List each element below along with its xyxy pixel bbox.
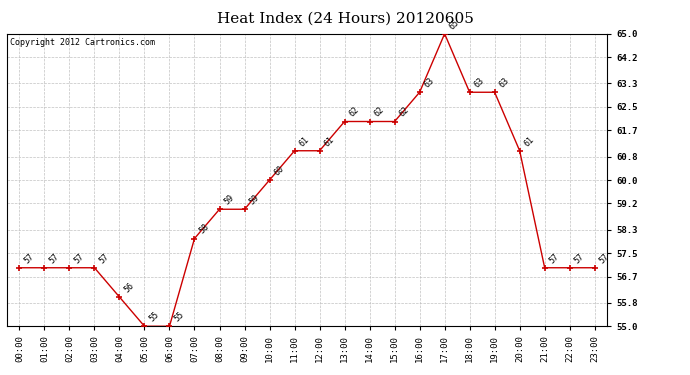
Text: Heat Index (24 Hours) 20120605: Heat Index (24 Hours) 20120605 [217, 11, 473, 25]
Text: 60: 60 [273, 164, 286, 177]
Text: 57: 57 [547, 252, 561, 265]
Text: 62: 62 [397, 105, 411, 119]
Text: Copyright 2012 Cartronics.com: Copyright 2012 Cartronics.com [10, 38, 155, 47]
Text: 61: 61 [522, 135, 536, 148]
Text: 61: 61 [297, 135, 310, 148]
Text: 57: 57 [598, 252, 611, 265]
Text: 63: 63 [422, 76, 436, 90]
Text: 62: 62 [373, 105, 386, 119]
Text: 59: 59 [222, 193, 236, 207]
Text: 65: 65 [447, 18, 461, 31]
Text: 63: 63 [473, 76, 486, 90]
Text: 55: 55 [172, 310, 186, 324]
Text: 59: 59 [247, 193, 261, 207]
Text: 57: 57 [573, 252, 586, 265]
Text: 61: 61 [322, 135, 336, 148]
Text: 57: 57 [97, 252, 110, 265]
Text: 57: 57 [72, 252, 86, 265]
Text: 55: 55 [147, 310, 161, 324]
Text: 57: 57 [22, 252, 36, 265]
Text: 57: 57 [47, 252, 61, 265]
Text: 63: 63 [497, 76, 511, 90]
Text: 56: 56 [122, 281, 136, 294]
Text: 62: 62 [347, 105, 361, 119]
Text: 58: 58 [197, 222, 210, 236]
